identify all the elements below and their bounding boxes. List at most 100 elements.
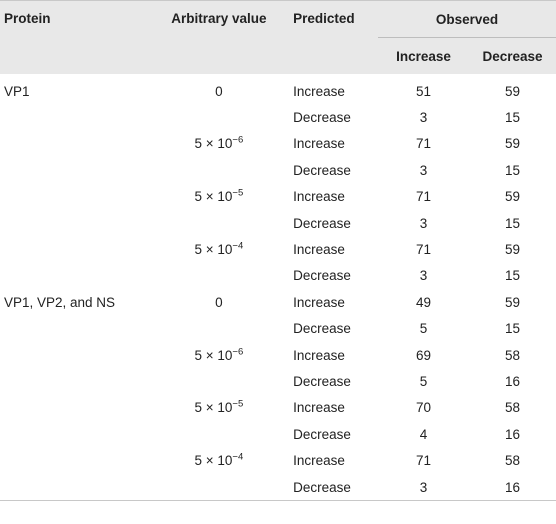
arbitrary-exponent: −6: [232, 346, 244, 358]
cell-predicted: Increase: [293, 453, 345, 469]
cell-arbitrary-value: 5 × 10−5: [151, 395, 287, 421]
header-observed: Observed: [378, 0, 556, 38]
cell-protein: [0, 210, 151, 236]
cell-observed-decrease: 16: [469, 473, 556, 502]
cell-observed-increase: 4: [419, 426, 428, 442]
cell-protein: [0, 316, 151, 342]
cell-protein: [0, 157, 151, 183]
arbitrary-base: 5 × 10: [194, 400, 233, 416]
header-protein: Protein: [0, 0, 151, 74]
header-predicted: Predicted: [287, 0, 379, 74]
header-decrease: Decrease: [469, 37, 556, 74]
cell-observed-increase: 5: [419, 321, 428, 337]
table-row: 5 × 10−6 Increase 69 58: [0, 342, 556, 368]
cell-arbitrary-value: [151, 104, 287, 130]
arbitrary-exponent: −6: [232, 134, 244, 146]
arbitrary-base: 5 × 10: [194, 242, 233, 258]
cell-predicted: Decrease: [293, 373, 351, 389]
table-row: 5 × 10−5 Increase 71 59: [0, 184, 556, 210]
arbitrary-base: 0: [215, 294, 223, 310]
header-increase: Increase: [378, 37, 470, 74]
header-row-sub: Increase Decrease: [0, 37, 556, 74]
cell-arbitrary-value: 5 × 10−6: [151, 131, 287, 157]
cell-protein: [0, 263, 151, 289]
cell-observed-decrease: 59: [505, 136, 521, 152]
table-row: Decrease 3 15: [0, 263, 556, 289]
table-row: Decrease 3 16: [0, 473, 556, 502]
cell-arbitrary-value: [151, 368, 287, 394]
cell-predicted: Decrease: [293, 162, 351, 178]
cell-arbitrary-value: [150, 473, 288, 502]
cell-arbitrary-value: 5 × 10−6: [151, 342, 287, 368]
cell-observed-decrease: 15: [505, 215, 521, 231]
cell-observed-increase: 49: [416, 294, 432, 310]
cell-protein: [0, 131, 151, 157]
cell-observed-decrease: 15: [505, 321, 521, 337]
arbitrary-base: 5 × 10: [194, 453, 233, 469]
cell-observed-decrease: 59: [505, 242, 521, 258]
cell-predicted: Increase: [293, 83, 345, 99]
arbitrary-base: 5 × 10: [194, 136, 233, 152]
table-row: VP1, VP2, and NS 0 Increase 49 59: [0, 289, 556, 315]
cell-observed-increase: 3: [378, 473, 470, 502]
table-body: VP1 0 Increase 51 59 Decrease 3 15 5 × 10−6 Incre…: [0, 74, 556, 502]
cell-predicted: Decrease: [293, 426, 351, 442]
cell-arbitrary-value: 5 × 10−4: [151, 236, 287, 262]
cell-protein: [0, 236, 151, 262]
table-row: Decrease 5 16: [0, 368, 556, 394]
cell-observed-increase: 69: [416, 347, 432, 363]
table-row: Decrease 3 15: [0, 104, 556, 130]
cell-observed-decrease: 15: [505, 110, 521, 126]
cell-observed-decrease: 58: [505, 453, 521, 469]
cell-observed-increase: 71: [416, 136, 432, 152]
cell-observed-decrease: 15: [505, 162, 521, 178]
cell-observed-increase: 71: [416, 242, 432, 258]
table-row: 5 × 10−6 Increase 71 59: [0, 131, 556, 157]
cell-observed-increase: 5: [419, 373, 428, 389]
cell-arbitrary-value: [151, 421, 287, 447]
cell-observed-decrease: 59: [505, 83, 521, 99]
arbitrary-exponent: −4: [232, 240, 244, 252]
table-row: Decrease 4 16: [0, 421, 556, 447]
table-row: 5 × 10−4 Increase 71 59: [0, 236, 556, 262]
cell-observed-decrease: 58: [505, 347, 521, 363]
cell-observed-decrease: 16: [505, 373, 521, 389]
cell-protein: [0, 368, 151, 394]
cell-predicted: Increase: [293, 294, 345, 310]
cell-observed-increase: 3: [419, 215, 428, 231]
cell-protein: [0, 184, 151, 210]
table-row: VP1 0 Increase 51 59: [0, 74, 556, 104]
header-arbitrary-value: Arbitrary value: [150, 0, 288, 74]
cell-observed-increase: 3: [419, 110, 428, 126]
cell-predicted: Increase: [293, 189, 345, 205]
cell-predicted: Increase: [293, 242, 345, 258]
cell-arbitrary-value: 0: [151, 289, 287, 315]
cell-protein: VP1: [4, 83, 30, 99]
cell-predicted: Decrease: [293, 321, 351, 337]
cell-predicted: Decrease: [287, 473, 379, 502]
header-row-top: Protein Arbitrary value Predicted Observ…: [0, 0, 556, 74]
cell-observed-increase: 71: [416, 189, 432, 205]
arbitrary-exponent: −5: [232, 398, 244, 410]
cell-arbitrary-value: 5 × 10−5: [151, 184, 287, 210]
table-row: Decrease 3 15: [0, 157, 556, 183]
cell-predicted: Increase: [293, 136, 345, 152]
cell-arbitrary-value: 5 × 10−4: [151, 447, 287, 473]
cell-arbitrary-value: [151, 210, 287, 236]
cell-predicted: Decrease: [293, 110, 351, 126]
cell-protein: VP1, VP2, and NS: [4, 294, 116, 310]
cell-predicted: Decrease: [293, 268, 351, 284]
cell-protein: [0, 395, 151, 421]
cell-observed-increase: 51: [416, 83, 432, 99]
arbitrary-base: 0: [215, 83, 223, 99]
table-header: Protein Arbitrary value Predicted Observ…: [0, 0, 556, 74]
arbitrary-base: 5 × 10: [194, 347, 233, 363]
cell-observed-increase: 3: [419, 162, 428, 178]
arbitrary-exponent: −4: [232, 451, 244, 463]
table-row: 5 × 10−4 Increase 71 58: [0, 447, 556, 473]
cell-observed-increase: 3: [419, 268, 428, 284]
arbitrary-exponent: −5: [232, 187, 244, 199]
cell-arbitrary-value: 0: [151, 74, 287, 104]
cell-observed-increase: 70: [416, 400, 432, 416]
cell-predicted: Increase: [293, 347, 345, 363]
